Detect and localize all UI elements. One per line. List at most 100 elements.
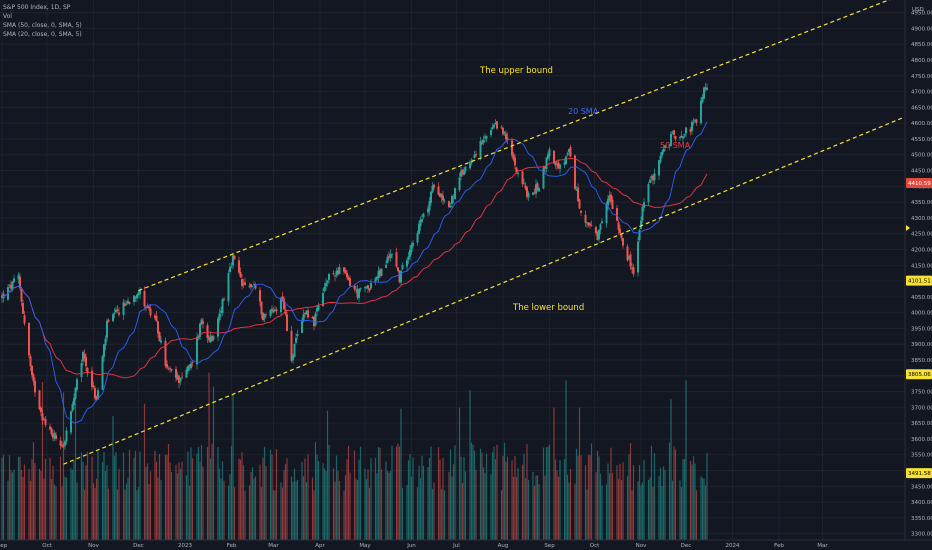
volume-bar xyxy=(641,482,644,540)
volume-bar xyxy=(553,407,555,540)
candle-body xyxy=(563,162,566,165)
volume-bar xyxy=(679,480,681,540)
candle-body xyxy=(664,145,666,148)
price-tick-label: 4000.00 xyxy=(911,311,932,317)
time-tick-label: Oct xyxy=(42,543,52,549)
volume-bar xyxy=(479,448,482,540)
time-tick-label: 2024 xyxy=(726,543,740,549)
candle-body xyxy=(701,96,704,103)
candle-body xyxy=(200,319,203,325)
candle-body xyxy=(137,292,140,296)
volume-bar xyxy=(229,474,231,540)
volume-bar xyxy=(496,444,498,540)
volume-bar xyxy=(400,408,402,540)
volume-bar xyxy=(577,455,579,540)
candle-body xyxy=(148,306,150,309)
candle-body xyxy=(406,260,408,267)
volume-bar xyxy=(398,446,401,540)
candle-body xyxy=(218,313,221,321)
volume-bar xyxy=(410,476,413,540)
volume-bar xyxy=(209,458,212,540)
volume-bar xyxy=(515,476,518,540)
candle-body xyxy=(590,225,593,227)
candle-body xyxy=(437,186,440,195)
volume-bar xyxy=(211,443,213,540)
volume-bar xyxy=(452,464,455,540)
candle-body xyxy=(101,356,104,390)
candle-body xyxy=(449,205,452,208)
candle-body xyxy=(49,426,51,430)
candle-body xyxy=(19,276,21,289)
candle-body xyxy=(260,301,263,315)
volume-bar xyxy=(706,452,708,540)
volume-bar xyxy=(290,476,293,540)
volume-bar xyxy=(544,475,546,540)
candle-body xyxy=(44,419,47,425)
volume-bar xyxy=(128,449,131,540)
candle-body xyxy=(694,119,696,121)
volume-bar xyxy=(196,453,198,540)
volume-bar xyxy=(589,455,591,540)
volume-bar xyxy=(395,446,398,540)
volume-bar xyxy=(386,471,389,540)
candle-body xyxy=(416,233,419,243)
candle-body xyxy=(637,241,639,273)
volume-bar xyxy=(632,465,635,540)
volume-bar xyxy=(416,487,419,540)
volume-bar xyxy=(265,466,267,540)
volume-bar xyxy=(439,459,441,540)
candle-body xyxy=(670,133,672,146)
candle-body xyxy=(292,355,294,361)
candle-body xyxy=(587,222,590,226)
volume-bar xyxy=(116,489,119,540)
volume-bar xyxy=(596,450,599,540)
candle-body xyxy=(380,268,383,276)
candle-body xyxy=(469,161,471,169)
volume-bar xyxy=(62,392,65,540)
candle-body xyxy=(598,229,600,240)
candle-body xyxy=(475,154,477,156)
volume-bar xyxy=(157,477,159,540)
volume-bar xyxy=(412,457,414,540)
candle-body xyxy=(176,374,179,380)
candle-body xyxy=(274,309,276,312)
price-tick-label: 4900.00 xyxy=(911,26,932,32)
candle-body xyxy=(107,319,110,322)
candle-body xyxy=(125,303,128,305)
volume-bar xyxy=(155,461,158,540)
candle-body xyxy=(586,222,588,224)
candle-body xyxy=(367,285,369,289)
price-tick-label: 4050.00 xyxy=(911,295,932,301)
candle-body xyxy=(422,213,425,218)
candle-body xyxy=(64,441,66,446)
price-tag-label: 4410.59 xyxy=(908,181,931,187)
volume-bar xyxy=(49,457,51,540)
volume-bar xyxy=(421,455,423,540)
volume-bar xyxy=(524,478,527,540)
candle-body xyxy=(386,256,389,264)
volume-bar xyxy=(2,454,5,540)
volume-bar xyxy=(538,484,540,540)
candle-body xyxy=(52,434,54,438)
volume-bar xyxy=(238,458,240,540)
candle-body xyxy=(166,364,168,368)
volume-bar xyxy=(448,472,450,540)
volume-bar xyxy=(103,451,105,540)
time-tick-label: Oct xyxy=(590,543,600,549)
candle-body xyxy=(358,288,360,299)
volume-bar xyxy=(647,479,650,540)
candle-body xyxy=(680,135,683,138)
price-tick-label: 3300.00 xyxy=(911,532,932,538)
candle-body xyxy=(440,193,443,198)
volume-bar xyxy=(139,451,141,540)
volume-bar xyxy=(164,454,167,540)
volume-bar xyxy=(401,488,404,540)
volume-bar xyxy=(263,447,266,540)
candle-body xyxy=(10,285,12,289)
volume-bar xyxy=(586,489,588,540)
volume-bar xyxy=(356,479,359,540)
volume-bar xyxy=(74,401,77,540)
volume-bar xyxy=(185,475,188,540)
candle-body xyxy=(589,223,591,226)
